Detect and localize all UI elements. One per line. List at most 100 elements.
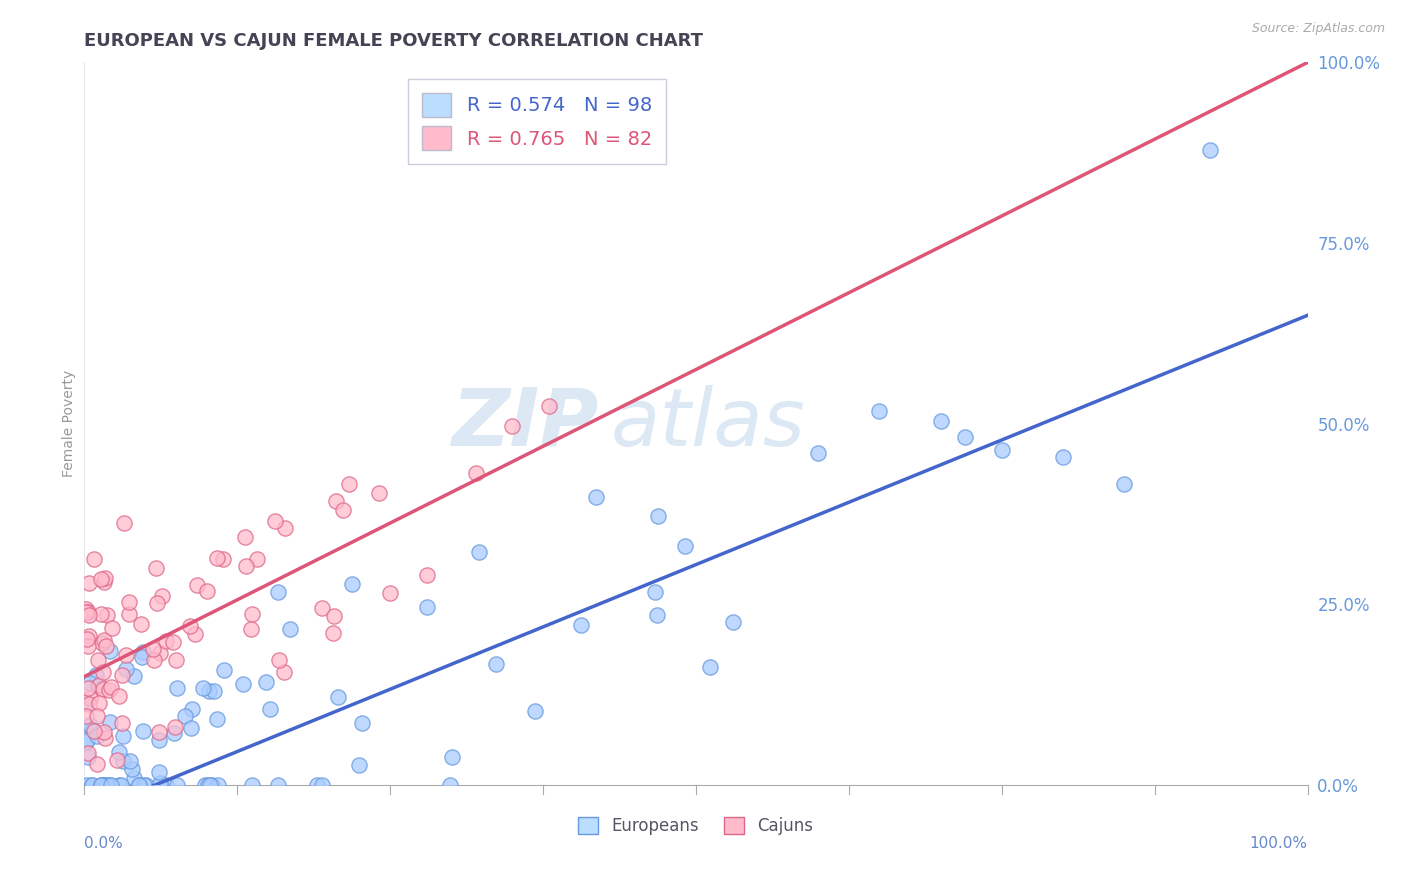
Point	[181, 702, 204, 716]
Legend: R = 0.574   N = 98, R = 0.765   N = 82: R = 0.574 N = 98, R = 0.765 N = 82	[408, 79, 665, 164]
Point	[240, 778, 263, 792]
Point	[647, 509, 669, 524]
Point	[200, 778, 222, 792]
Point	[98, 683, 121, 698]
Point	[142, 653, 165, 667]
Text: Source: ZipAtlas.com: Source: ZipAtlas.com	[1251, 22, 1385, 36]
Point	[77, 576, 100, 591]
Point	[953, 430, 976, 444]
Point	[235, 559, 257, 574]
Point	[86, 729, 108, 743]
Point	[105, 753, 128, 767]
Point	[93, 778, 115, 792]
Point	[869, 404, 891, 418]
Point	[122, 668, 145, 682]
Point	[132, 645, 155, 659]
Point	[325, 494, 347, 508]
Point	[87, 653, 110, 667]
Point	[148, 733, 170, 747]
Point	[439, 778, 461, 792]
Point	[991, 442, 1014, 457]
Point	[75, 605, 97, 619]
Point	[90, 607, 112, 621]
Point	[121, 762, 143, 776]
Point	[155, 634, 177, 648]
Point	[464, 466, 486, 480]
Point	[441, 749, 464, 764]
Point	[502, 418, 524, 433]
Point	[91, 636, 114, 650]
Point	[197, 683, 219, 698]
Point	[180, 721, 202, 735]
Point	[307, 778, 329, 792]
Point	[721, 615, 744, 630]
Point	[174, 709, 197, 723]
Point	[77, 639, 100, 653]
Point	[111, 667, 134, 681]
Point	[89, 572, 111, 586]
Point	[807, 446, 830, 460]
Point	[100, 778, 122, 792]
Point	[83, 551, 105, 566]
Point	[91, 778, 114, 792]
Point	[145, 596, 167, 610]
Y-axis label: Female Poverty: Female Poverty	[62, 370, 76, 477]
Point	[96, 778, 118, 792]
Point	[340, 576, 363, 591]
Point	[128, 778, 150, 792]
Point	[75, 696, 97, 710]
Point	[89, 678, 111, 692]
Point	[142, 642, 165, 657]
Point	[233, 530, 256, 544]
Point	[149, 778, 172, 792]
Point	[76, 750, 98, 764]
Point	[166, 681, 188, 695]
Point	[91, 665, 114, 679]
Point	[378, 586, 401, 600]
Point	[416, 567, 439, 582]
Point	[79, 629, 101, 643]
Point	[111, 716, 134, 731]
Point	[1198, 143, 1220, 157]
Point	[145, 561, 167, 575]
Point	[115, 662, 138, 676]
Point	[673, 539, 696, 553]
Text: 100.0%: 100.0%	[1250, 836, 1308, 851]
Text: 0.0%: 0.0%	[84, 836, 124, 851]
Point	[240, 607, 263, 621]
Point	[115, 648, 138, 662]
Point	[90, 778, 112, 792]
Point	[644, 585, 666, 599]
Point	[212, 663, 235, 677]
Point	[93, 575, 115, 590]
Point	[349, 758, 371, 772]
Point	[647, 608, 669, 623]
Point	[165, 653, 187, 667]
Point	[267, 585, 290, 599]
Point	[274, 521, 297, 535]
Point	[90, 778, 112, 792]
Point	[311, 778, 333, 792]
Point	[112, 754, 135, 768]
Point	[179, 619, 201, 633]
Point	[94, 640, 117, 654]
Point	[76, 632, 98, 646]
Point	[100, 681, 122, 695]
Point	[80, 778, 103, 792]
Text: atlas: atlas	[610, 384, 806, 463]
Point	[77, 606, 100, 620]
Point	[93, 633, 115, 648]
Point	[367, 485, 389, 500]
Point	[337, 476, 360, 491]
Point	[246, 551, 269, 566]
Point	[75, 602, 97, 616]
Point	[77, 698, 100, 712]
Point	[538, 399, 561, 413]
Point	[131, 649, 153, 664]
Point	[191, 681, 214, 695]
Point	[163, 726, 186, 740]
Point	[89, 696, 111, 710]
Point	[184, 627, 207, 641]
Point	[108, 778, 131, 792]
Point	[322, 609, 344, 624]
